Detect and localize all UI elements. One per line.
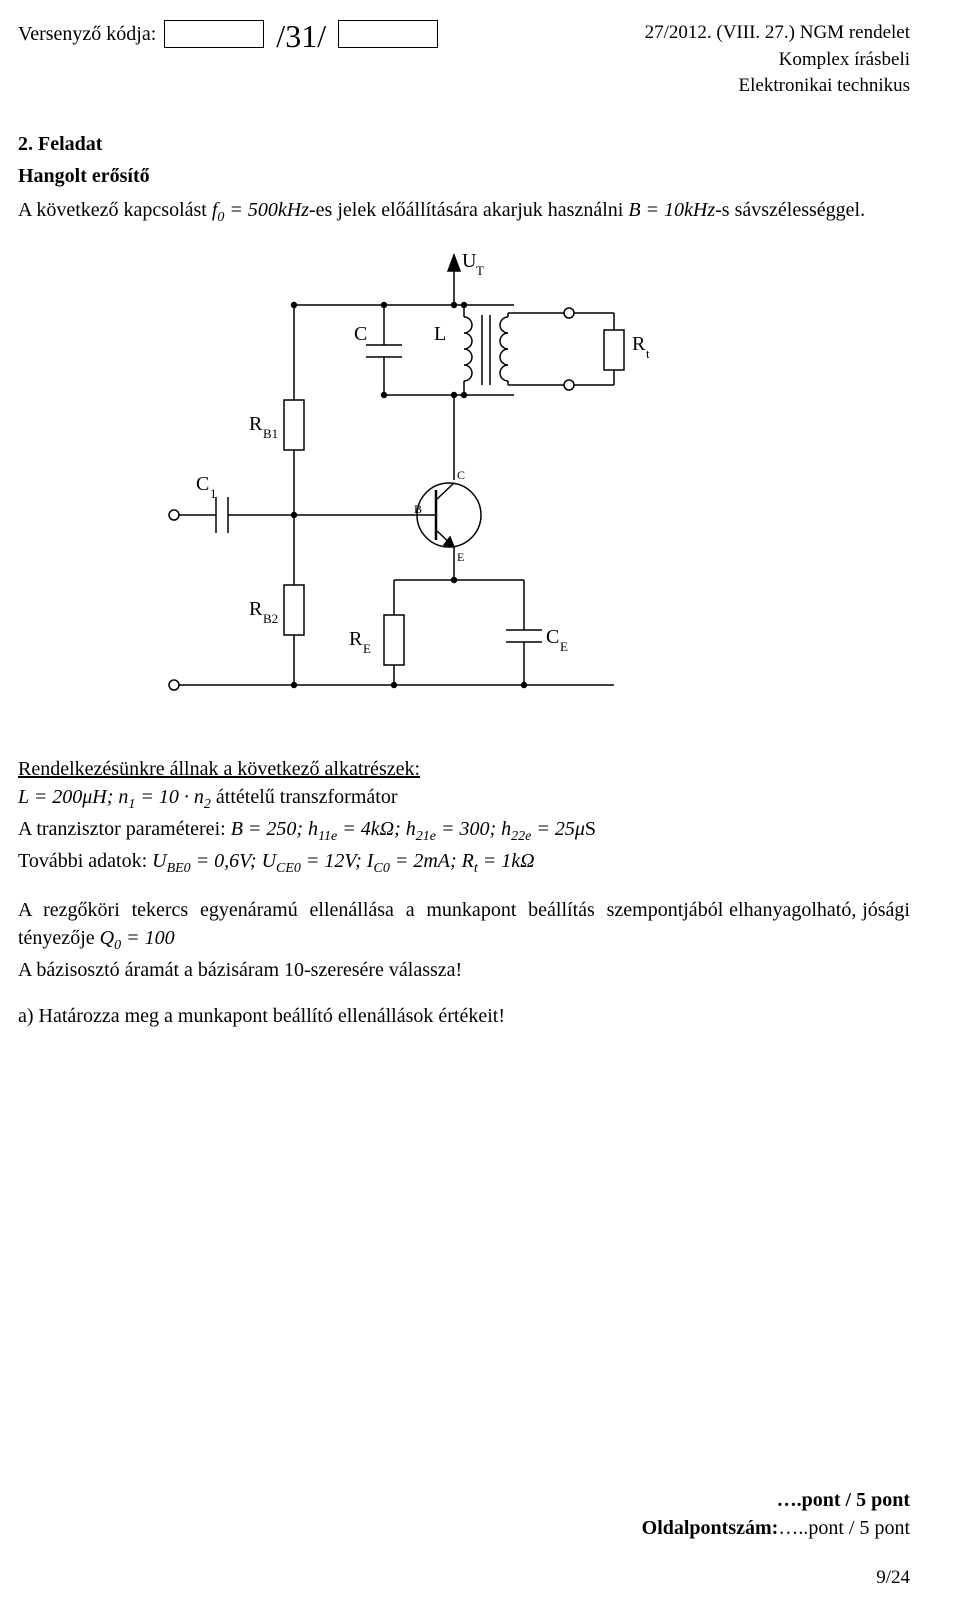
slash-31: /31/ — [276, 20, 326, 52]
page-header: Versenyző kódja: /31/ 27/2012. (VIII. 27… — [0, 0, 960, 100]
page-number: 9/24 — [876, 1565, 910, 1592]
svg-text:R: R — [249, 413, 263, 435]
content-block: Rendelkezésünkre állnak a következő alka… — [18, 755, 910, 1029]
task-intro: A következő kapcsolást f0 = 500kHz-es je… — [18, 196, 910, 228]
intro-pre: A következő kapcsolást — [18, 199, 212, 221]
intro-mid: -es jelek előállítására akarjuk használn… — [309, 199, 628, 221]
f-val: = 500kHz — [224, 199, 309, 221]
note-base: A bázisosztó áramát a bázisáram 10-szere… — [18, 956, 910, 984]
svg-text:R: R — [249, 598, 263, 620]
svg-text:R: R — [632, 333, 646, 355]
avail-heading: Rendelkezésünkre állnak a következő alka… — [18, 758, 420, 780]
page-points-label: Oldalpontszám: — [642, 1517, 779, 1539]
regulation-line: 27/2012. (VIII. 27.) NGM rendelet — [645, 20, 910, 47]
svg-text:C: C — [354, 323, 367, 345]
svg-text:C: C — [546, 626, 559, 648]
specialization-line: Elektronikai technikus — [645, 73, 910, 100]
points-area: ….pont / 5 pont Oldalpontszám:…..pont / … — [642, 1486, 910, 1542]
points-line: ….pont / 5 pont — [642, 1486, 910, 1514]
main-content: 2. Feladat Hangolt erősítő A következő k… — [0, 100, 960, 1030]
intro-B: B = 10kHz — [628, 199, 715, 221]
header-right: 27/2012. (VIII. 27.) NGM rendelet Komple… — [645, 20, 910, 100]
intro-f0: f0 = 500kHz — [212, 199, 309, 221]
note-para: A rezgőköri tekercs egyenáramú ellenállá… — [18, 896, 910, 956]
svg-text:B1: B1 — [263, 426, 278, 441]
svg-text:C: C — [196, 473, 209, 495]
code-box-2 — [338, 20, 438, 48]
avail-trans-line: A tranzisztor paraméterei: B = 250; h11e… — [18, 815, 910, 847]
svg-text:E: E — [457, 550, 464, 564]
exam-type-line: Komplex írásbeli — [645, 47, 910, 74]
header-left: Versenyző kódja: /31/ — [18, 20, 438, 100]
svg-text:L: L — [434, 323, 446, 345]
circuit-diagram: U T C L — [154, 245, 774, 725]
svg-text:R: R — [349, 628, 363, 650]
svg-text:E: E — [363, 641, 371, 656]
svg-text:B: B — [414, 502, 422, 516]
code-box-1 — [164, 20, 264, 48]
question-a: a) Határozza meg a munkapont beállító el… — [18, 1002, 910, 1030]
page-points-line: Oldalpontszám:…..pont / 5 pont — [642, 1514, 910, 1542]
svg-text:E: E — [560, 639, 568, 654]
intro-post: -s sávszélességgel. — [715, 199, 865, 221]
svg-text:U: U — [462, 250, 477, 272]
svg-text:B2: B2 — [263, 611, 278, 626]
competitor-code-label: Versenyző kódja: — [18, 20, 156, 48]
task-number: 2. Feladat — [18, 130, 910, 158]
svg-text:C: C — [457, 468, 465, 482]
svg-text:T: T — [476, 263, 484, 278]
further-pre: További adatok: — [18, 850, 152, 872]
svg-text:t: t — [646, 346, 650, 361]
task-subtitle: Hangolt erősítő — [18, 162, 910, 190]
avail-further-line: További adatok: UBE0 = 0,6V; UCE0 = 12V;… — [18, 847, 910, 879]
svg-text:1: 1 — [210, 486, 217, 501]
page-points-value: …..pont / 5 pont — [778, 1517, 910, 1539]
avail-L-line: L = 200μH; n1 = 10 · n2 áttételű transzf… — [18, 783, 910, 815]
trans-pre: A tranzisztor paraméterei: — [18, 818, 231, 840]
